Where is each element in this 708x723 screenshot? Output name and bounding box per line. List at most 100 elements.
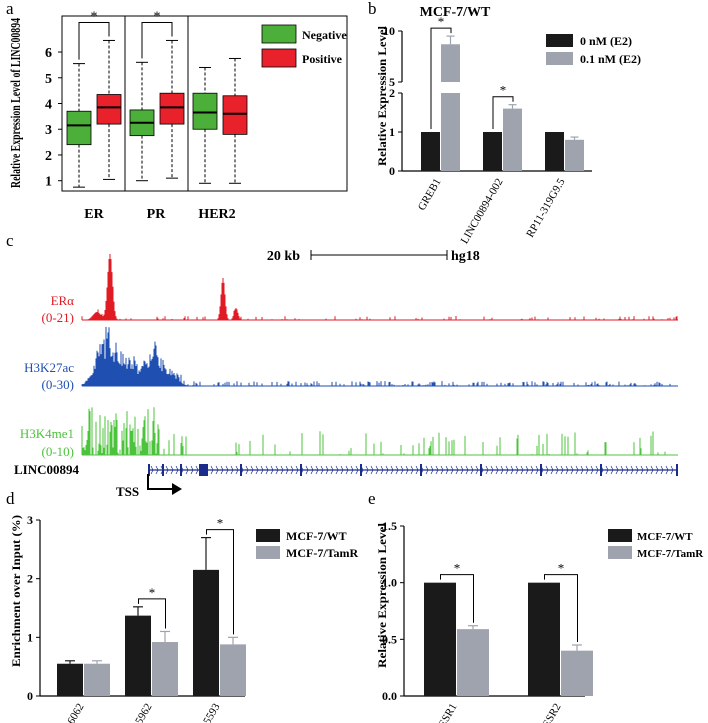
track-range-era: (0-21): [42, 310, 75, 325]
panel-label-d: d: [6, 489, 15, 508]
panel-e-barchart: Relative Expression Level 0.0 0.5 1.0 1.5 *…: [375, 519, 704, 723]
signal-peaks: [81, 407, 666, 455]
panel-label-c: c: [6, 231, 14, 250]
panel-a-category-label: HER2: [198, 207, 235, 222]
x-tick-label: GREB1: [416, 177, 444, 213]
gene-exon: [676, 464, 678, 476]
legend-label-0nm: 0 nM (E2): [580, 34, 632, 48]
gene-exon: [360, 464, 362, 476]
significance-bracket: [138, 598, 166, 629]
signal-peaks: [81, 254, 678, 320]
bar: [561, 650, 593, 696]
track-h3k4me1-signal: [81, 407, 678, 456]
bar: [457, 629, 489, 696]
legend-swatch-0.1nm: [546, 52, 573, 65]
gene-exon: [180, 464, 182, 476]
scale-bar-label: 20 kb: [267, 249, 300, 264]
legend-label-wt: MCF-7/WT: [286, 529, 347, 543]
gene-exon: [480, 464, 482, 476]
panel-d-barchart: Enrichment over Input (%) 0 1 2 3 * * -6145_…: [9, 513, 359, 723]
gene-exon: [300, 464, 302, 476]
significance-star: *: [154, 9, 161, 24]
legend-label-tamr: MCF-7/TamR: [637, 548, 704, 560]
legend-swatch-tamr: [608, 546, 632, 559]
y-tick-label: 2: [27, 572, 33, 586]
gene-exon: [148, 464, 150, 476]
legend-label-negative: Negative: [302, 28, 347, 42]
x-tick-label: ESR2: [540, 702, 563, 723]
significance-star: *: [500, 83, 507, 98]
panel-label-e: e: [368, 489, 376, 508]
y-tick-label: 0: [389, 164, 395, 178]
bar: [193, 569, 219, 696]
panel-a-ytick-label: 5: [45, 72, 52, 87]
panel-label-a: a: [6, 0, 14, 18]
bar-upper-segment: [441, 44, 460, 82]
bar: [220, 644, 246, 696]
panel-a-ytick-label: 3: [45, 123, 52, 138]
box: [66, 110, 92, 146]
x-tick-label: RP11-319G9.5: [524, 176, 568, 240]
legend-swatch-positive: [261, 48, 297, 68]
bar: [424, 582, 456, 696]
gene-model: [148, 464, 678, 476]
assembly-label: hg18: [451, 249, 480, 264]
bar: [483, 132, 502, 171]
panel-a-ytick-label: 6: [45, 46, 52, 61]
y-tick-label: 1.0: [382, 576, 397, 590]
significance-bracket: [430, 27, 452, 129]
y-tick-label: 10: [383, 24, 395, 38]
track-label-h3k27ac: H3K27ac: [24, 360, 74, 375]
legend-swatch-0nm: [546, 34, 573, 47]
y-tick-label: 0.0: [382, 689, 397, 703]
bar: [421, 132, 440, 171]
tss-label: TSS: [116, 484, 139, 499]
y-tick-label: 0.5: [382, 632, 397, 646]
panel-e-ylabel: Relative Expression Level: [375, 522, 389, 668]
signal-peaks: [81, 326, 671, 386]
bar: [565, 139, 584, 171]
x-tick-label: LINC00894-002: [459, 177, 506, 247]
bar: [503, 108, 522, 171]
y-tick-label: 3: [27, 513, 33, 527]
box: [159, 92, 185, 125]
panel-a-ylabel: Relative Expression Level of LINC00894: [9, 18, 24, 188]
legend-label-0.1nm: 0.1 nM (E2): [580, 52, 641, 66]
significance-star: *: [149, 585, 156, 600]
legend-swatch-tamr: [256, 546, 280, 559]
track-range-h3k27ac: (0-30): [42, 377, 75, 392]
track-label-era: ERα: [51, 293, 75, 308]
significance-star: *: [438, 14, 445, 29]
significance-star: *: [558, 561, 565, 576]
significance-bracket: [206, 529, 234, 635]
significance-bracket: [78, 21, 110, 60]
panel-b-title: MCF-7/WT: [420, 5, 491, 20]
panel-a-boxplot: Relative Expression Level of LINC00894 1…: [9, 9, 348, 222]
x-tick-label: -6017_-5962: [116, 702, 155, 723]
significance-bracket: [544, 574, 578, 642]
legend-label-positive: Positive: [302, 52, 343, 66]
x-tick-label: -5726_-5593: [184, 701, 223, 723]
panel-a-category-label: PR: [147, 207, 167, 222]
significance-bracket: [492, 96, 514, 129]
legend-swatch-wt: [608, 529, 632, 542]
y-tick-label: 1: [389, 125, 395, 139]
box: [192, 92, 218, 130]
track-label-h3k4me1: H3K4me1: [20, 426, 74, 441]
legend-swatch-wt: [256, 529, 280, 542]
bar-lower-segment: [441, 93, 460, 171]
gene-exon-large: [199, 464, 208, 476]
gene-exon: [540, 464, 542, 476]
gene-exon: [600, 464, 602, 476]
tss-arrowhead-icon: [172, 483, 182, 495]
track-h3k27ac-signal: [81, 326, 678, 387]
y-tick-label: 0: [27, 689, 33, 703]
panel-b-ylabel: Relative Expression Level: [375, 25, 389, 166]
panel-a-ytick-label: 1: [45, 175, 52, 190]
gene-name: LINC00894: [14, 462, 80, 477]
bar: [152, 642, 178, 696]
y-tick-label: 5: [389, 75, 395, 89]
panel-b-barchart: MCF-7/WT Relative Expression Level 0 1 25 1…: [375, 5, 641, 246]
panel-a-ytick-label: 4: [45, 98, 52, 113]
